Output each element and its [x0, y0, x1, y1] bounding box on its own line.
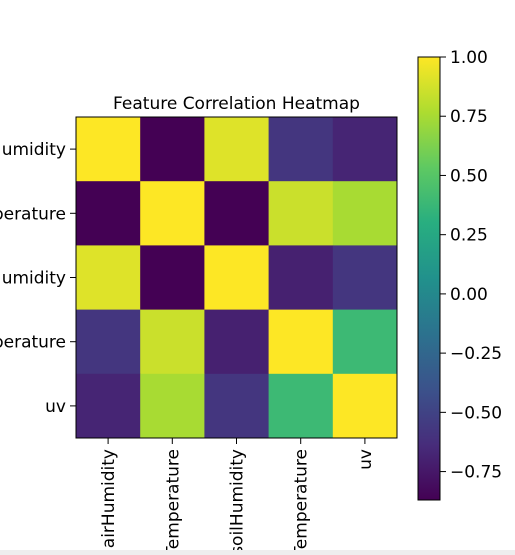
- heatmap-cell: [268, 309, 334, 375]
- colorbar-tick-label: 0.00: [450, 285, 488, 305]
- heatmap-cell: [332, 373, 398, 439]
- heatmap-cell: [268, 117, 334, 182]
- heatmap-cell: [76, 117, 141, 182]
- heatmap-cell: [332, 309, 398, 375]
- colorbar-tick-label: −0.75: [450, 463, 502, 483]
- x-tick-label: soilHumidity: [228, 449, 248, 555]
- heatmap-cell: [204, 181, 269, 246]
- heatmap-cell: [140, 245, 205, 310]
- heatmap-cell: [140, 117, 205, 182]
- colorbar-tick-label: 0.25: [450, 226, 488, 246]
- bottom-strip: [0, 550, 515, 555]
- colorbar-tick-label: 1.00: [450, 48, 488, 68]
- y-tick-label: uv: [45, 397, 66, 417]
- heatmap-cell: [76, 245, 141, 310]
- heatmap-cell: [332, 181, 398, 246]
- y-tick-label: soilHumidity: [0, 269, 66, 289]
- heatmap-cells: [76, 117, 398, 439]
- col-labels: airHumidity airTemperature soilHumidity soi…: [99, 438, 376, 555]
- colorbar-tick-label: 0.75: [450, 107, 488, 127]
- x-tick-label: airTemperature: [163, 449, 183, 555]
- y-tick-label: airTemperature: [0, 204, 66, 224]
- heatmap-cell: [204, 245, 269, 310]
- chart-title: Feature Correlation Heatmap: [113, 94, 360, 114]
- y-tick-label: airHumidity: [0, 140, 66, 160]
- heatmap-cell: [140, 309, 205, 375]
- heatmap-cell: [76, 181, 141, 246]
- heatmap-cell: [268, 181, 334, 246]
- heatmap-cell: [268, 373, 334, 439]
- heatmap-cell: [332, 245, 398, 310]
- x-tick-label: soilTemperature: [292, 449, 312, 555]
- heatmap-cell: [268, 245, 334, 310]
- x-tick-label: uv: [356, 449, 376, 470]
- colorbar-tick-label: −0.25: [450, 344, 502, 364]
- colorbar-tick-label: −0.50: [450, 403, 502, 423]
- colorbar-tick-label: 0.50: [450, 166, 488, 186]
- heatmap-cell: [204, 309, 269, 375]
- heatmap-cell: [204, 117, 269, 182]
- heatmap-cell: [140, 181, 205, 246]
- heatmap-cell: [76, 373, 141, 439]
- colorbar: [417, 56, 441, 501]
- x-tick-label: airHumidity: [99, 449, 119, 548]
- row-labels: airHumidity airTemperature soilHumidity soi…: [0, 140, 76, 417]
- heatmap-cell: [332, 117, 398, 182]
- y-tick-label: soilTemperature: [0, 333, 66, 353]
- heatmap-cell: [204, 373, 269, 439]
- colorbar-ticks: 1.00 0.75 0.50 0.25 0.00 −0.25 −0.50 −0.75: [440, 48, 502, 483]
- heatmap-cell: [76, 309, 141, 375]
- heatmap-cell: [140, 373, 205, 439]
